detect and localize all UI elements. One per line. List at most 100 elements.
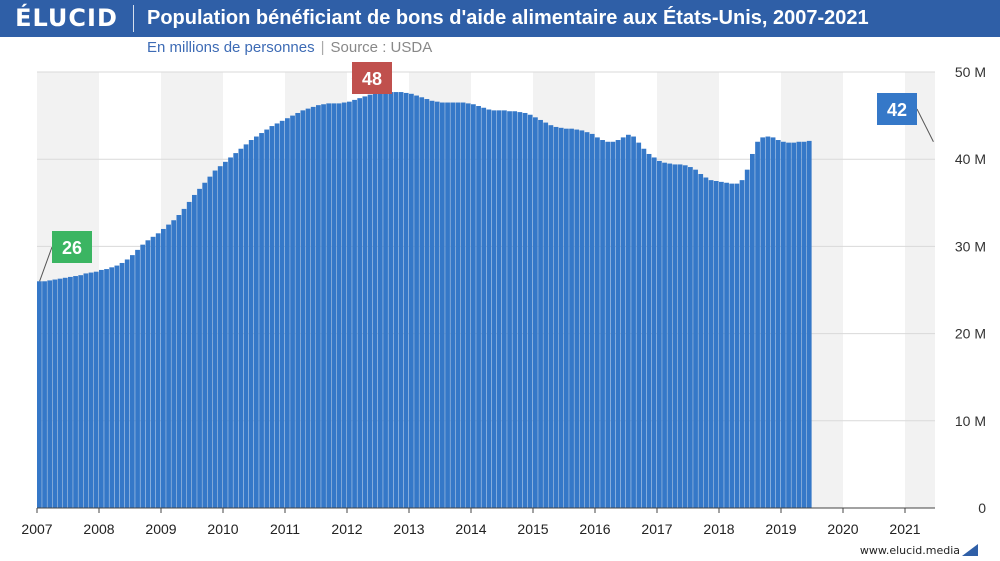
bar <box>223 161 228 508</box>
chart-title: Population bénéficiant de bons d'aide al… <box>147 7 869 29</box>
bar <box>150 236 156 508</box>
bar <box>37 281 42 508</box>
bar <box>770 137 776 508</box>
bar <box>336 103 342 508</box>
y-tick-label: 50 M <box>955 64 986 80</box>
bar <box>73 276 78 508</box>
bar <box>739 180 745 508</box>
bar <box>564 128 569 508</box>
bar <box>57 278 63 508</box>
annotation-leader <box>916 108 934 142</box>
chart-subtitle: En millions de personnes | Source : USDA <box>147 38 432 58</box>
bar <box>290 115 295 508</box>
bar <box>672 164 678 508</box>
annotation-box <box>52 231 92 263</box>
bar <box>522 112 528 508</box>
bar <box>682 165 688 509</box>
bar <box>574 129 580 509</box>
bar <box>610 141 616 508</box>
header-bar: ÉLUCID Population bénéficiant de bons d'… <box>0 0 1000 37</box>
bar <box>285 118 290 508</box>
x-tick-label: 2007 <box>21 521 52 537</box>
bar <box>502 110 507 509</box>
bar <box>455 102 461 509</box>
annotation-label: 42 <box>887 100 907 120</box>
bar <box>589 133 595 508</box>
brand-logo[interactable]: ÉLUCID <box>15 4 118 32</box>
x-tick-label: 2008 <box>83 521 114 537</box>
bar <box>517 112 523 509</box>
bar <box>52 279 58 508</box>
bar <box>357 98 363 508</box>
bar <box>88 272 94 508</box>
bar <box>295 112 301 508</box>
bar <box>114 265 120 508</box>
x-tick-label: 2012 <box>331 521 362 537</box>
y-tick-label: 30 M <box>955 238 986 254</box>
bar <box>316 105 321 508</box>
bar <box>140 244 146 508</box>
y-axis: 0 10 M 20 M 30 M 40 M 50 M <box>955 64 986 516</box>
brand-mark-icon <box>962 544 978 556</box>
unit-label: En millions de personnes <box>147 39 315 56</box>
x-tick-label: 2014 <box>455 521 486 537</box>
annotation-box <box>877 93 917 125</box>
bar <box>202 182 208 509</box>
y-tick-label: 0 <box>978 500 986 516</box>
bar <box>300 110 306 509</box>
bar <box>579 130 585 509</box>
bar <box>806 140 812 508</box>
bar <box>104 269 109 508</box>
source-label: Source : USDA <box>330 39 433 56</box>
bar <box>155 233 161 508</box>
footer-url[interactable]: www.elucid.media <box>859 544 960 557</box>
bar <box>388 92 394 508</box>
annotation-box <box>352 62 392 94</box>
bar <box>486 109 492 508</box>
bar <box>269 126 275 508</box>
bar <box>615 140 621 508</box>
x-tick-label: 2020 <box>827 521 858 537</box>
x-axis: 2007 2008 2009 2010 2011 2012 2013 2014 2015 2016… <box>21 508 921 537</box>
bar <box>93 271 99 508</box>
bar <box>765 136 771 508</box>
bar <box>527 114 533 508</box>
bar <box>440 102 445 509</box>
bar <box>667 163 673 508</box>
bar <box>688 167 693 509</box>
bar <box>238 148 244 509</box>
bar <box>760 137 766 508</box>
bar <box>450 102 456 509</box>
x-tick-label: 2013 <box>393 521 424 537</box>
bar <box>424 99 430 508</box>
bar <box>393 92 399 508</box>
bar <box>775 140 781 508</box>
bar <box>481 107 487 508</box>
bar <box>68 276 73 508</box>
bar <box>719 181 724 508</box>
bar <box>476 106 481 508</box>
bar <box>352 99 357 509</box>
bar-series <box>37 92 812 509</box>
bar <box>326 103 332 508</box>
bar <box>465 103 471 508</box>
bar <box>331 103 337 508</box>
bar <box>657 160 662 508</box>
bar <box>145 240 151 509</box>
bar <box>491 110 497 509</box>
bar <box>626 134 631 508</box>
x-tick-label: 2010 <box>207 521 238 537</box>
bar <box>538 119 543 509</box>
bar <box>83 273 89 508</box>
bar <box>181 208 187 508</box>
bar <box>533 117 538 508</box>
bar <box>414 95 419 508</box>
bar <box>217 166 223 508</box>
bar <box>713 181 719 508</box>
bar <box>796 141 802 508</box>
bar <box>708 180 714 508</box>
bar <box>47 280 53 508</box>
bar <box>646 153 652 508</box>
bar <box>419 97 425 508</box>
x-tick-label: 2021 <box>889 521 920 537</box>
